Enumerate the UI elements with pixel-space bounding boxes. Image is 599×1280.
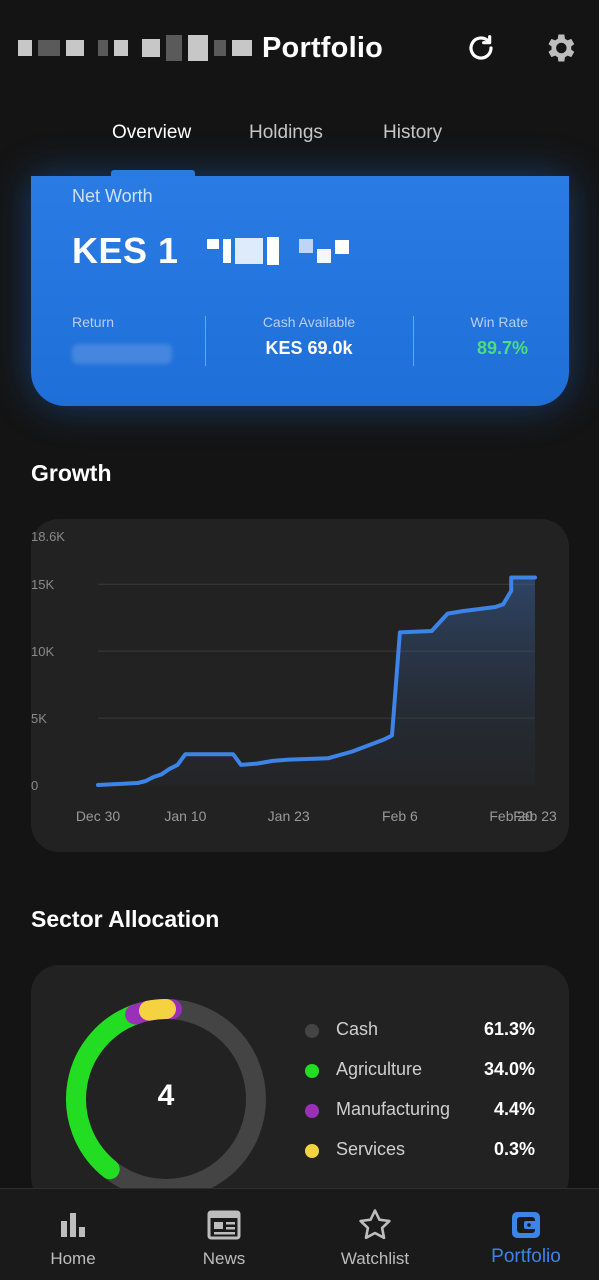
tab-indicator	[111, 170, 195, 176]
y-axis-max-label: 18.6K	[31, 529, 65, 544]
redacted-value	[206, 239, 219, 249]
cash-available-stat: Cash Available KES 69.0k	[219, 314, 399, 368]
nav-news-label: News	[202, 1249, 246, 1268]
stats-row: Return Cash Available KES 69.0k Win Rate…	[31, 314, 569, 368]
redacted-text	[38, 40, 60, 56]
y-tick-label: 15K	[31, 577, 54, 592]
x-tick-label: Dec 30	[76, 808, 121, 824]
growth-chart-card[interactable]: 18.6K 15K 10K 5K 0 Dec 30 Jan 10 Jan 23 Feb 6 Feb…	[31, 519, 569, 852]
net-worth-value-row: KES 1	[72, 228, 353, 274]
title-row: Portfolio	[18, 28, 383, 68]
redacted-value	[234, 238, 263, 264]
y-tick-label: 5K	[31, 711, 47, 726]
nav-watchlist[interactable]: Watchlist	[305, 1189, 445, 1280]
legend-name: Services	[336, 1139, 406, 1159]
x-tick-label: Jan 23	[268, 808, 310, 824]
legend-dot	[305, 1024, 319, 1038]
services-slice	[139, 999, 176, 1021]
legend-percent: 4.4%	[493, 1099, 535, 1119]
agriculture-slice	[66, 1003, 147, 1180]
x-tick-label: Feb 23	[513, 808, 557, 824]
win-rate-stat: Win Rate 89.7%	[348, 314, 528, 368]
settings-button[interactable]	[542, 30, 578, 66]
net-worth-value: KES 1	[72, 230, 179, 271]
wallet-icon	[512, 1212, 540, 1238]
refresh-button[interactable]	[463, 30, 499, 66]
redacted-text	[188, 35, 208, 61]
legend-percent: 61.3%	[483, 1019, 535, 1039]
tab-holdings[interactable]: Holdings	[249, 122, 323, 143]
app-header: Portfolio	[0, 0, 599, 100]
newspaper-icon	[207, 1210, 241, 1240]
y-tick-label: 0	[31, 778, 38, 793]
legend-item: Services 0.3%	[303, 1137, 535, 1165]
nav-news[interactable]: News	[154, 1189, 294, 1280]
tab-bar: Overview Holdings History	[0, 110, 599, 176]
redacted-return-value	[72, 344, 172, 364]
legend-percent: 34.0%	[483, 1059, 535, 1079]
nav-portfolio[interactable]: Portfolio	[456, 1189, 596, 1280]
refresh-icon	[469, 35, 493, 60]
y-tick-label: 10K	[31, 644, 54, 659]
divider	[413, 316, 414, 366]
redacted-text	[166, 35, 182, 61]
growth-title: Growth	[31, 460, 112, 486]
redacted-text	[214, 40, 226, 56]
win-rate-value: 89.7%	[476, 338, 528, 358]
return-stat: Return	[72, 314, 252, 368]
sector-allocation-card[interactable]: 4 Cash 61.3% Agriculture 34.0% Manufacturing…	[31, 965, 569, 1205]
bar-chart-icon	[61, 1213, 85, 1237]
legend-item: Cash 61.3%	[303, 1017, 535, 1045]
redacted-value	[316, 249, 331, 263]
net-worth-label: Net Worth	[72, 186, 153, 206]
growth-chart: 18.6K 15K 10K 5K 0 Dec 30 Jan 10 Jan 23 Feb 6 Feb…	[31, 529, 557, 824]
bottom-nav: Home News Watchlist Portfolio	[0, 1188, 599, 1280]
tab-history[interactable]: History	[383, 122, 443, 143]
cash-available-label: Cash Available	[262, 314, 356, 330]
divider	[205, 316, 206, 366]
nav-portfolio-label: Portfolio	[491, 1246, 561, 1267]
legend-name: Manufacturing	[336, 1099, 451, 1119]
x-tick-label: Feb 6	[382, 808, 418, 824]
legend-name: Cash	[336, 1019, 379, 1039]
win-rate-label: Win Rate	[470, 314, 528, 330]
nav-home[interactable]: Home	[3, 1189, 143, 1280]
net-worth-card[interactable]: Net Worth KES 1 Return Cash Available KE…	[31, 176, 569, 406]
return-label: Return	[72, 314, 115, 330]
legend-percent: 0.3%	[493, 1139, 535, 1159]
redacted-value	[222, 239, 231, 263]
legend-item: Agriculture 34.0%	[303, 1057, 535, 1085]
legend-dot	[305, 1104, 319, 1118]
nav-home-label: Home	[50, 1249, 96, 1268]
growth-area	[98, 577, 535, 785]
page-title: Portfolio	[262, 31, 384, 64]
star-icon	[359, 1209, 391, 1240]
sector-allocation-title: Sector Allocation	[31, 906, 220, 932]
legend-dot	[305, 1064, 319, 1078]
redacted-text	[142, 39, 160, 57]
legend-name: Agriculture	[336, 1059, 423, 1079]
x-tick-label: Jan 10	[164, 808, 206, 824]
legend-dot	[305, 1144, 319, 1158]
redacted-text	[66, 40, 84, 56]
redacted-value	[298, 239, 313, 253]
x-tick-label: Feb 20	[489, 808, 533, 824]
redacted-text	[114, 40, 128, 56]
donut-center-value: 4	[157, 1079, 175, 1112]
gear-icon	[548, 34, 575, 62]
cash-available-value: KES 69.0k	[265, 338, 353, 358]
redacted-value	[266, 237, 279, 265]
redacted-text	[98, 40, 108, 56]
redacted-text	[18, 40, 32, 56]
redacted-value	[334, 240, 349, 254]
nav-watchlist-label: Watchlist	[340, 1249, 410, 1268]
legend-item: Manufacturing 4.4%	[303, 1097, 535, 1125]
tab-overview[interactable]: Overview	[112, 122, 192, 143]
growth-line	[96, 575, 537, 787]
redacted-text	[232, 40, 252, 56]
